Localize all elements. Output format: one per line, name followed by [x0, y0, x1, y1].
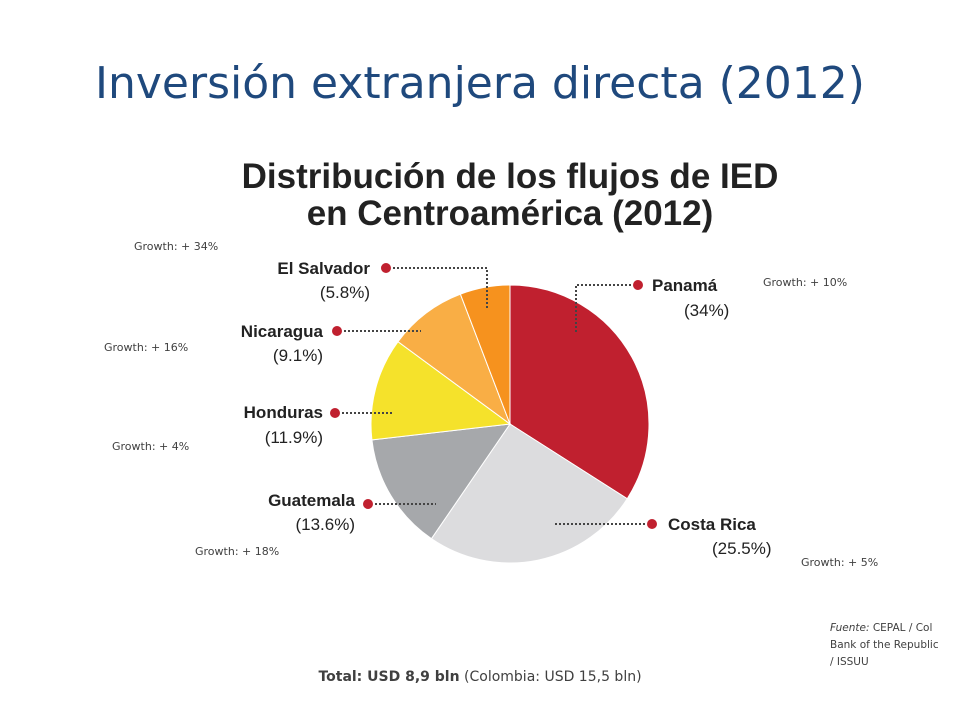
growth-guatemala: Growth: + 18%: [195, 545, 280, 558]
chart-title-line: en Centroamérica (2012): [307, 194, 714, 233]
growth-costa-rica: Growth: + 5%: [801, 556, 879, 569]
slice-label-honduras: Honduras: [244, 403, 323, 422]
leader-dot-honduras: [330, 408, 340, 418]
leader-dot-costa-rica: [647, 519, 657, 529]
slide-title: Inversión extranjera directa (2012): [95, 58, 865, 109]
growth-nicaragua: Growth: + 16%: [104, 341, 189, 354]
leader-dot-guatemala: [363, 499, 373, 509]
total-line: Total: USD 8,9 bln (Colombia: USD 15,5 b…: [0, 669, 960, 685]
slice-label-nicaragua: Nicaragua: [241, 322, 324, 341]
slice-label-panama: Panamá: [652, 276, 718, 295]
slice-value-nicaragua: (9.1%): [273, 346, 323, 365]
leader-dot-el-salvador: [381, 263, 391, 273]
slice-value-guatemala: (13.6%): [295, 515, 355, 534]
slice-value-honduras: (11.9%): [265, 428, 323, 447]
total-comparison: (Colombia: USD 15,5 bln): [459, 669, 642, 685]
pie-slice-el-salvador: [459, 284, 511, 425]
growth-panama: Growth: + 10%: [763, 276, 848, 289]
growth-honduras: Growth: + 4%: [112, 440, 190, 453]
total-amount: Total: USD 8,9 bln: [318, 669, 460, 685]
chart-title-line: Distribución de los flujos de IED: [242, 157, 779, 196]
slice-label-costa-rica: Costa Rica: [668, 515, 756, 534]
source-note: Fuente: CEPAL / Col Bank of the Republic…: [830, 620, 940, 671]
source-text: CEPAL / Col Bank of the Republic / ISSUU: [830, 622, 939, 668]
slice-label-el-salvador: El Salvador: [277, 259, 370, 278]
leader-dot-panama: [633, 280, 643, 290]
pie-slice-costa-rica: [430, 423, 628, 564]
pie-slice-guatemala: [371, 423, 512, 540]
leader-dot-nicaragua: [332, 326, 342, 336]
slice-value-el-salvador: (5.8%): [320, 283, 370, 302]
pie-slice-panama: [509, 284, 650, 500]
leader-line-el-salvador: [393, 267, 488, 309]
pie-slice-nicaragua: [397, 293, 512, 426]
slice-value-panama: (34%): [684, 301, 729, 320]
pie-slice-honduras: [370, 340, 512, 441]
growth-el-salvador: Growth: + 34%: [134, 240, 219, 253]
slice-value-costa-rica: (25.5%): [712, 539, 772, 558]
slice-label-guatemala: Guatemala: [268, 491, 355, 510]
source-label: Fuente:: [830, 622, 870, 634]
